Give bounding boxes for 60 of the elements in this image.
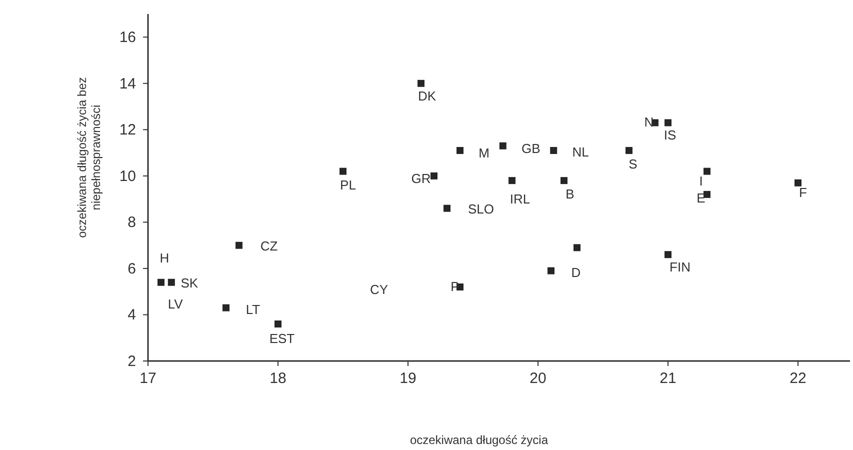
annotation: FIN <box>670 260 690 275</box>
point <box>560 177 568 184</box>
x-axis-title: oczekiwana długość życia <box>410 433 548 447</box>
point <box>664 251 672 258</box>
point <box>158 278 164 286</box>
x-tick-label: 19 <box>400 370 416 387</box>
annotation: GR <box>411 170 431 186</box>
annotation: PL <box>340 177 356 192</box>
point <box>168 278 175 286</box>
annotation: D <box>571 264 581 280</box>
y-tick-label: 16 <box>119 29 136 46</box>
y-axis-title: oczekiwana długość życia bez niepełnosprawności <box>75 77 103 238</box>
annotation: GB <box>522 140 540 156</box>
annotation: CY <box>370 282 388 297</box>
point <box>430 172 438 180</box>
y-tick-label: 10 <box>119 168 136 185</box>
annotation: IRL <box>510 192 530 207</box>
y-tick-label: 14 <box>119 75 136 92</box>
annotation: LV <box>168 296 184 312</box>
x-tick-label: 17 <box>140 370 156 387</box>
y-tick-label: 12 <box>119 122 136 139</box>
annotation: LT <box>246 302 260 317</box>
point <box>456 146 464 154</box>
point <box>574 244 580 252</box>
annotation: SLO <box>468 201 494 216</box>
point <box>664 119 672 126</box>
annotation: SK <box>180 275 198 290</box>
x-tick-label: 20 <box>530 370 546 387</box>
point <box>704 168 710 175</box>
annotation: H <box>160 250 170 266</box>
x-tick-label: 22 <box>790 370 806 387</box>
annotation: EST <box>269 330 295 346</box>
point <box>626 146 632 154</box>
point <box>444 204 450 212</box>
point <box>499 142 506 150</box>
x-tick-label: 21 <box>660 370 676 387</box>
point <box>418 80 424 87</box>
annotation: F <box>799 184 808 200</box>
annotation: M <box>478 145 490 160</box>
y-tick-label: 4 <box>128 306 136 324</box>
annotation: DK <box>418 88 436 104</box>
annotation: IS <box>664 128 676 143</box>
y-tick-label: 8 <box>128 214 136 232</box>
point <box>274 320 282 328</box>
point <box>340 168 346 175</box>
point <box>508 177 516 184</box>
annotation: NL <box>572 144 589 160</box>
annotation: I <box>699 173 703 188</box>
point <box>236 242 242 249</box>
point <box>550 146 558 154</box>
point <box>548 267 554 274</box>
annotation: B <box>566 186 574 202</box>
annotation: S <box>628 156 638 172</box>
y-tick-label: 6 <box>128 260 136 278</box>
y-tick-label: 2 <box>128 353 136 370</box>
annotation: E <box>696 190 706 206</box>
point <box>222 304 230 312</box>
x-tick-label: 18 <box>270 370 286 387</box>
annotation: CZ <box>260 238 278 254</box>
point <box>794 179 802 186</box>
